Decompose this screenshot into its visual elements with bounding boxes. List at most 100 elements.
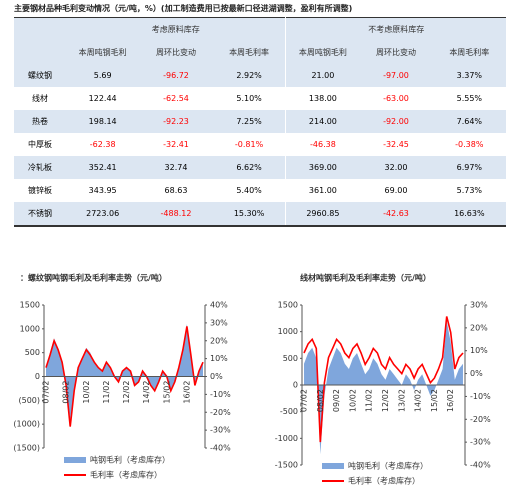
cell: 21.00 [285, 64, 360, 87]
cell: -32.45 [383, 140, 409, 149]
x-tick-label: 14/02 [142, 381, 151, 404]
cell: 2723.06 [86, 209, 120, 218]
x-tick-label: 13/02 [397, 389, 406, 412]
cell: 68.63 [164, 186, 188, 195]
cell: 198.14 [88, 117, 117, 126]
cell: 16.63% [454, 209, 485, 218]
row-label: 螺纹钢 [28, 71, 52, 80]
cell: -62.54 [163, 94, 189, 103]
cell: 7.64% [456, 117, 483, 126]
y2-tick-label: -40% [470, 461, 491, 470]
cell: 5.73% [456, 186, 483, 195]
x-tick-label: 11/02 [102, 381, 111, 404]
x-tick-label: 08/02 [62, 381, 71, 404]
y-tick-label: 0 [293, 381, 298, 390]
cell: 214.00 [285, 110, 360, 133]
cell: 5.55% [456, 94, 483, 103]
x-tick-label: 10/02 [348, 389, 357, 412]
cell: -0.38% [455, 140, 484, 149]
x-tick-label: 08/02 [316, 389, 325, 412]
legend-swatch [64, 457, 86, 463]
column-header: 本周毛利率 [229, 48, 270, 57]
cell: 6.97% [456, 163, 483, 172]
row-label: 镀锌板 [28, 186, 52, 195]
table-row: 热卷 198.14 -92.23 7.25% 214.00 -92.00 7.64% [14, 110, 506, 133]
x-tick-label: 12/02 [381, 389, 390, 412]
cell: -46.38 [285, 133, 360, 156]
column-header: 本周毛利率 [449, 48, 490, 57]
y2-tick-label: 10% [210, 354, 228, 363]
cell: 6.62% [236, 163, 262, 172]
area [304, 321, 463, 455]
chart-title: ：螺纹钢吨钢毛利及毛利率走势（元/吨） [20, 273, 167, 283]
y-tick-label: (1000) [13, 420, 40, 429]
y-tick-label: 1500 [278, 301, 298, 310]
y-tick-label: (500) [18, 396, 40, 405]
column-header: 本周吨钢毛利 [78, 48, 127, 57]
cell: 15.30% [233, 209, 265, 218]
cell: -96.72 [163, 71, 189, 80]
y-tick-label: -1000 [275, 434, 298, 443]
legend-label: 吨钢毛利（考虑库存） [90, 455, 170, 465]
cell: 7.25% [236, 117, 262, 126]
legend-label: 毛利率（考虑库存） [348, 476, 420, 486]
cell: 5.40% [236, 186, 262, 195]
area [46, 324, 203, 420]
rate-line [303, 316, 464, 443]
y2-tick-label: 30% [210, 318, 228, 327]
column-header: 周环比变动 [375, 48, 416, 57]
x-tick-label: 16/02 [446, 389, 455, 412]
y2-tick-label: -10% [470, 392, 491, 401]
x-tick-label: 07/02 [42, 381, 51, 404]
cell: 2.92% [236, 71, 262, 80]
cell: -97.00 [383, 71, 409, 80]
y2-tick-label: 0% [210, 372, 223, 381]
cell: 3.37% [456, 71, 483, 80]
y-tick-label: 1500 [20, 301, 40, 310]
y-tick-label: 500 [25, 348, 40, 357]
x-tick-label: 11/02 [365, 389, 374, 412]
cell: 138.00 [285, 87, 360, 110]
row-label: 热卷 [32, 117, 48, 126]
cell: -32.41 [163, 140, 189, 149]
cell: -62.38 [89, 140, 116, 149]
cell: -42.63 [383, 209, 409, 218]
y2-tick-label: -40% [210, 444, 231, 453]
y2-tick-label: -20% [470, 415, 491, 424]
x-tick-label: 15/02 [430, 389, 439, 412]
y-tick-label: (1500) [13, 444, 40, 453]
legend-label: 吨钢毛利（考虑库存） [348, 461, 428, 471]
y-tick-label: -500 [280, 407, 298, 416]
x-tick-label: 07/02 [300, 389, 309, 412]
group-header: 考虑原料库存 [151, 25, 200, 34]
table-row: 不锈钢 2723.06 -488.12 15.30% 2960.85 -42.63 16.6… [14, 202, 506, 226]
x-tick-label: 15/02 [162, 381, 171, 404]
cell: 352.41 [88, 163, 117, 172]
y2-tick-label: -30% [470, 438, 491, 447]
cell: 5.69 [93, 71, 112, 80]
y2-tick-label: 40% [210, 301, 228, 310]
table-row: 螺纹钢 5.69 -96.72 2.92% 21.00 -97.00 3.37% [14, 64, 506, 87]
cell: -92.00 [383, 117, 409, 126]
cell: 361.00 [285, 179, 360, 202]
cell: 32.74 [164, 163, 188, 172]
row-label: 不锈钢 [28, 209, 52, 218]
x-tick-label: 10/02 [82, 381, 91, 404]
table-row: 冷轧板 352.41 32.74 6.62% 369.00 32.00 6.97% [14, 156, 506, 179]
y-tick-label: -1500 [275, 461, 298, 470]
y-tick-label: 1000 [20, 324, 40, 333]
x-tick-label: 12/02 [122, 381, 131, 404]
y2-tick-label: -30% [210, 426, 231, 435]
cell: -0.81% [234, 140, 264, 149]
cell: -63.00 [383, 94, 409, 103]
row-label: 中厚板 [28, 140, 52, 149]
x-tick-label: 14/02 [414, 389, 423, 412]
cell: 69.00 [384, 186, 408, 195]
x-tick-label: 09/02 [332, 389, 341, 412]
y2-tick-label: 30% [470, 301, 488, 310]
column-header-row: 本周吨钢毛利 周环比变动 本周毛利率 本周吨钢毛利 周环比变动 本周毛利率 [14, 41, 506, 64]
chart-title: 线材吨钢毛利及毛利率走势（元/吨） [300, 273, 431, 283]
rate-line [45, 326, 204, 427]
